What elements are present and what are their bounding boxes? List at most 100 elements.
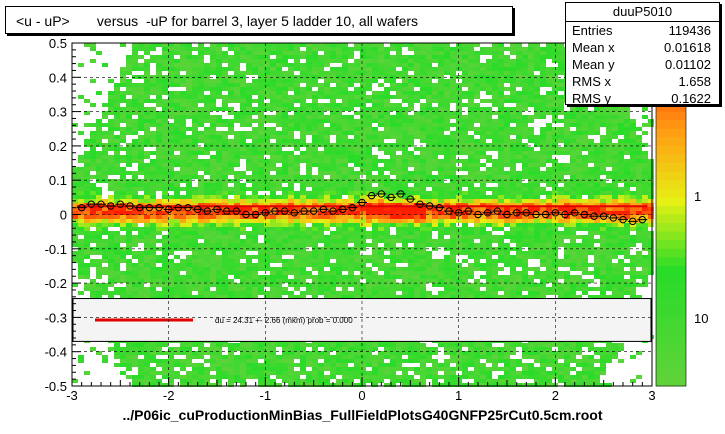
heatmap-cell xyxy=(96,251,102,255)
heatmap-cell xyxy=(84,139,90,143)
heatmap-cell xyxy=(216,91,222,95)
heatmap-cell xyxy=(288,227,294,231)
heatmap-cell xyxy=(198,295,204,299)
heatmap-cell xyxy=(378,139,384,143)
heatmap-cell xyxy=(342,359,348,363)
heatmap-cell xyxy=(324,215,330,219)
heatmap-cell xyxy=(318,259,324,263)
heatmap-cell xyxy=(378,187,384,191)
heatmap-cell xyxy=(420,111,426,115)
heatmap-cell xyxy=(312,115,318,119)
heatmap-cell xyxy=(384,219,390,223)
heatmap-cell xyxy=(438,67,444,71)
heatmap-cell xyxy=(198,243,204,247)
heatmap-cell xyxy=(444,203,450,207)
heatmap-cell xyxy=(372,159,378,163)
heatmap-cell xyxy=(312,107,318,111)
heatmap-cell xyxy=(372,375,378,379)
heatmap-cell xyxy=(132,159,138,163)
heatmap-cell xyxy=(288,83,294,87)
heatmap-cell xyxy=(168,291,174,295)
heatmap-cell xyxy=(390,375,396,379)
heatmap-cell xyxy=(270,363,276,367)
heatmap-cell xyxy=(342,135,348,139)
heatmap-cell xyxy=(444,279,450,283)
heatmap-cell xyxy=(156,279,162,283)
heatmap-cell xyxy=(84,211,90,215)
heatmap-cell xyxy=(372,347,378,351)
heatmap-cell xyxy=(312,363,318,367)
heatmap-cell xyxy=(438,91,444,95)
heatmap-cell xyxy=(312,211,318,215)
heatmap-cell xyxy=(306,179,312,183)
heatmap-cell xyxy=(342,355,348,359)
heatmap-cell xyxy=(414,111,420,115)
heatmap-cell xyxy=(342,103,348,107)
heatmap-cell xyxy=(78,263,84,267)
heatmap-cell xyxy=(186,219,192,223)
heatmap-cell xyxy=(270,223,276,227)
heatmap-cell xyxy=(246,99,252,103)
heatmap-cell xyxy=(420,279,426,283)
heatmap-cell xyxy=(414,383,420,387)
heatmap-cell xyxy=(306,79,312,83)
heatmap-cell xyxy=(234,251,240,255)
heatmap-cell xyxy=(276,43,282,47)
heatmap-cell xyxy=(270,235,276,239)
heatmap-cell xyxy=(342,55,348,59)
heatmap-cell xyxy=(144,155,150,159)
heatmap-cell xyxy=(342,123,348,127)
heatmap-cell xyxy=(360,275,366,279)
heatmap-cell xyxy=(276,267,282,271)
heatmap-cell xyxy=(336,379,342,383)
heatmap-cell xyxy=(210,219,216,223)
heatmap-cell xyxy=(342,227,348,231)
heatmap-cell xyxy=(420,159,426,163)
heatmap-cell xyxy=(438,131,444,135)
heatmap-cell xyxy=(414,379,420,383)
heatmap-cell xyxy=(168,155,174,159)
heatmap-cell xyxy=(468,383,474,387)
heatmap-cell xyxy=(132,151,138,155)
heatmap-cell xyxy=(132,363,138,367)
heatmap-cell xyxy=(84,203,90,207)
heatmap-cell xyxy=(342,83,348,87)
heatmap-cell xyxy=(408,95,414,99)
heatmap-cell xyxy=(468,43,474,47)
heatmap-cell xyxy=(300,183,306,187)
heatmap-cell xyxy=(420,267,426,271)
heatmap-cell xyxy=(450,355,456,359)
heatmap-cell xyxy=(168,287,174,291)
heatmap-cell xyxy=(228,99,234,103)
heatmap-cell xyxy=(222,211,228,215)
heatmap-cell xyxy=(438,271,444,275)
heatmap-cell xyxy=(336,151,342,155)
heatmap-cell xyxy=(186,83,192,87)
heatmap-cell xyxy=(336,363,342,367)
heatmap-cell xyxy=(216,283,222,287)
heatmap-cell xyxy=(468,267,474,271)
heatmap-cell xyxy=(114,267,120,271)
heatmap-cell xyxy=(246,235,252,239)
heatmap-cell xyxy=(138,267,144,271)
heatmap-cell xyxy=(300,215,306,219)
heatmap-cell xyxy=(408,367,414,371)
heatmap-cell xyxy=(144,95,150,99)
heatmap-cell xyxy=(318,287,324,291)
heatmap-cell xyxy=(420,147,426,151)
heatmap-cell xyxy=(414,295,420,299)
heatmap-cell xyxy=(456,143,462,147)
heatmap-cell xyxy=(192,367,198,371)
heatmap-cell xyxy=(180,143,186,147)
heatmap-cell xyxy=(426,167,432,171)
heatmap-cell xyxy=(318,239,324,243)
heatmap-cell xyxy=(150,243,156,247)
heatmap-cell xyxy=(222,195,228,199)
heatmap-cell xyxy=(288,347,294,351)
heatmap-cell xyxy=(432,143,438,147)
heatmap-cell xyxy=(270,351,276,355)
heatmap-cell xyxy=(396,271,402,275)
heatmap-cell xyxy=(432,123,438,127)
heatmap-cell xyxy=(378,223,384,227)
heatmap-cell xyxy=(126,115,132,119)
